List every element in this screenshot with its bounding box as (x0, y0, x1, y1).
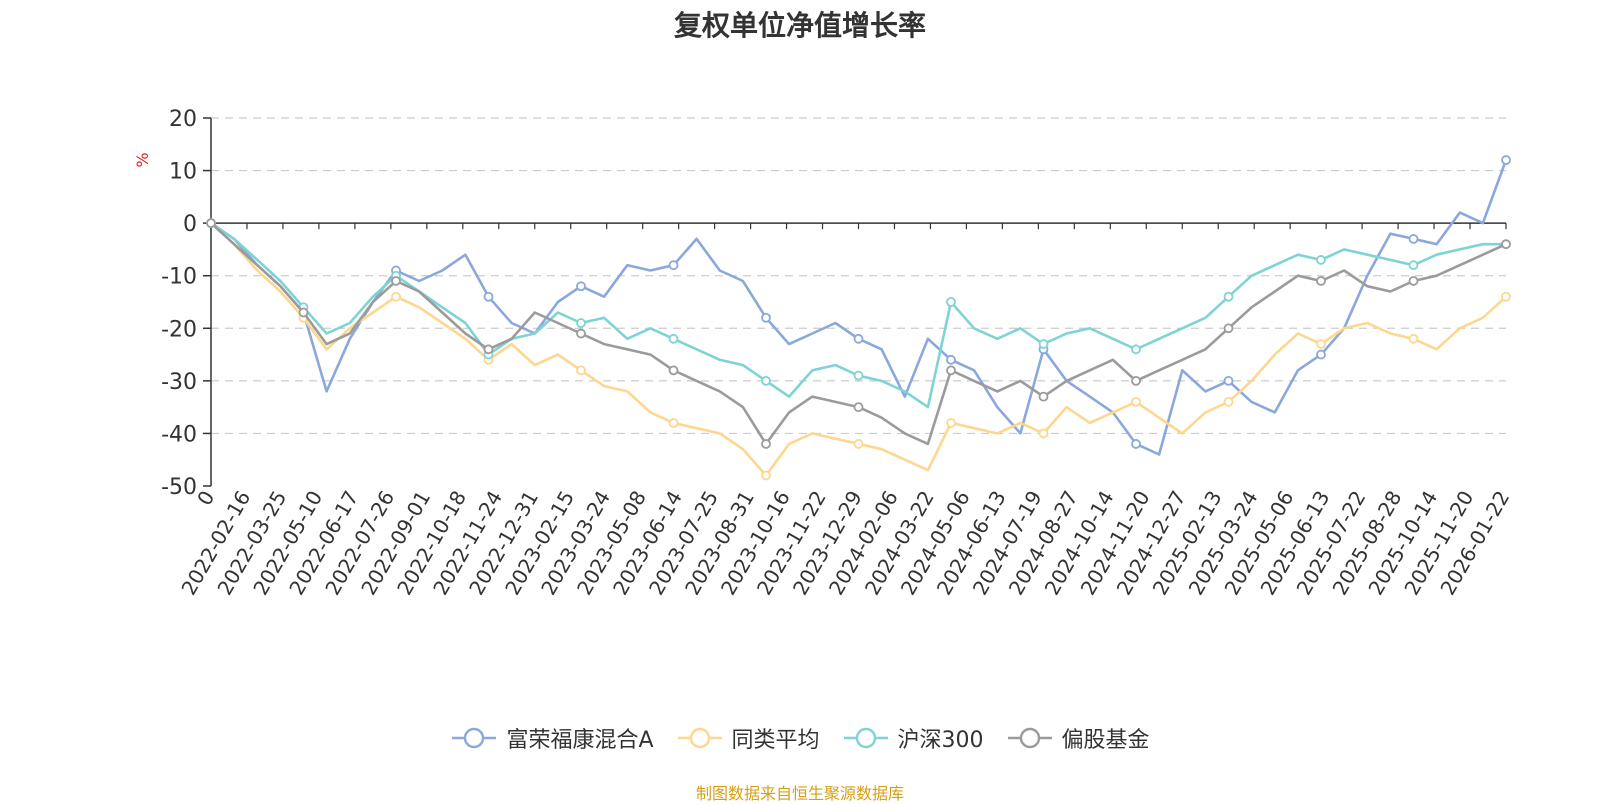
x-tick-label: 0 (192, 487, 219, 510)
data-point (761, 375, 771, 386)
data-point (946, 365, 956, 376)
data-point (206, 218, 216, 229)
data-point (1223, 323, 1234, 334)
data-point (1501, 291, 1511, 302)
y-tick-label: 0 (183, 212, 197, 237)
data-point (853, 333, 864, 344)
legend-item[interactable]: 偏股基金 (1006, 722, 1150, 754)
grid-layer (211, 117, 1506, 435)
data-point (853, 370, 864, 381)
data-point (946, 418, 956, 428)
legend-item[interactable]: 富荣福康混合A (450, 722, 654, 754)
data-point (761, 439, 771, 449)
legend: 富荣福康混合A 同类平均 沪深300 偏股基金 (0, 720, 1600, 756)
data-point (668, 260, 679, 271)
y-tick-label: -40 (161, 422, 197, 447)
data-point (668, 365, 679, 376)
data-point (853, 439, 864, 449)
y-tick-label: 20 (169, 107, 197, 132)
legend-label: 沪深300 (897, 728, 984, 753)
data-point (1408, 234, 1419, 244)
data-point (391, 291, 401, 302)
data-point (483, 291, 494, 302)
data-point (1408, 260, 1419, 271)
data-point (1038, 391, 1049, 402)
data-point (1501, 239, 1511, 250)
data-point (853, 402, 864, 413)
y-tick-label: -50 (161, 475, 197, 500)
data-point (1408, 276, 1419, 286)
legend-label: 富荣福康混合A (506, 728, 654, 753)
data-point (946, 297, 956, 307)
data-point (298, 307, 309, 318)
source-note: 制图数据来自恒生聚源数据库 (695, 784, 904, 803)
data-point (576, 318, 586, 328)
legend-marker-icon (843, 727, 888, 749)
data-point (576, 365, 586, 376)
data-point (761, 312, 771, 323)
data-point (1131, 375, 1141, 386)
data-point (761, 470, 771, 481)
data-point (1038, 428, 1049, 439)
data-point (1223, 291, 1234, 302)
chart-title: 复权单位净值增长率 (673, 9, 926, 42)
data-point (1316, 349, 1326, 360)
data-point (668, 333, 679, 344)
y-tick-label: -10 (161, 265, 197, 290)
data-point (1131, 344, 1141, 355)
data-point (946, 354, 956, 365)
data-point (483, 344, 494, 355)
data-point (576, 328, 586, 339)
data-point (1316, 255, 1326, 265)
data-point (1223, 375, 1234, 386)
series-line-1 (210, 222, 1507, 477)
data-point (1223, 396, 1234, 407)
legend-label: 同类平均 (731, 728, 820, 753)
legend-marker-icon (1007, 727, 1052, 749)
data-point (576, 281, 586, 292)
y-tick-label: -30 (161, 370, 197, 395)
y-axis-unit-label: % (133, 152, 152, 167)
y-tick-label: -20 (161, 317, 197, 342)
axis-layer: 20100-10-20-30-40-5002022-02-162022-03-2… (161, 107, 1514, 599)
data-point (1408, 333, 1419, 344)
data-point (391, 276, 401, 286)
legend-item[interactable]: 同类平均 (676, 722, 820, 754)
data-point (1501, 155, 1511, 165)
data-point (1038, 339, 1049, 349)
legend-item[interactable]: 沪深300 (842, 722, 984, 754)
legend-label: 偏股基金 (1061, 728, 1150, 753)
data-point (1131, 439, 1141, 449)
legend-marker-icon (452, 727, 497, 749)
data-point (1316, 339, 1326, 349)
data-point (1316, 276, 1326, 286)
y-tick-label: 10 (169, 160, 197, 185)
series-layer (206, 155, 1511, 481)
legend-marker-icon (677, 727, 722, 749)
data-point (668, 418, 679, 428)
data-point (1131, 396, 1141, 407)
